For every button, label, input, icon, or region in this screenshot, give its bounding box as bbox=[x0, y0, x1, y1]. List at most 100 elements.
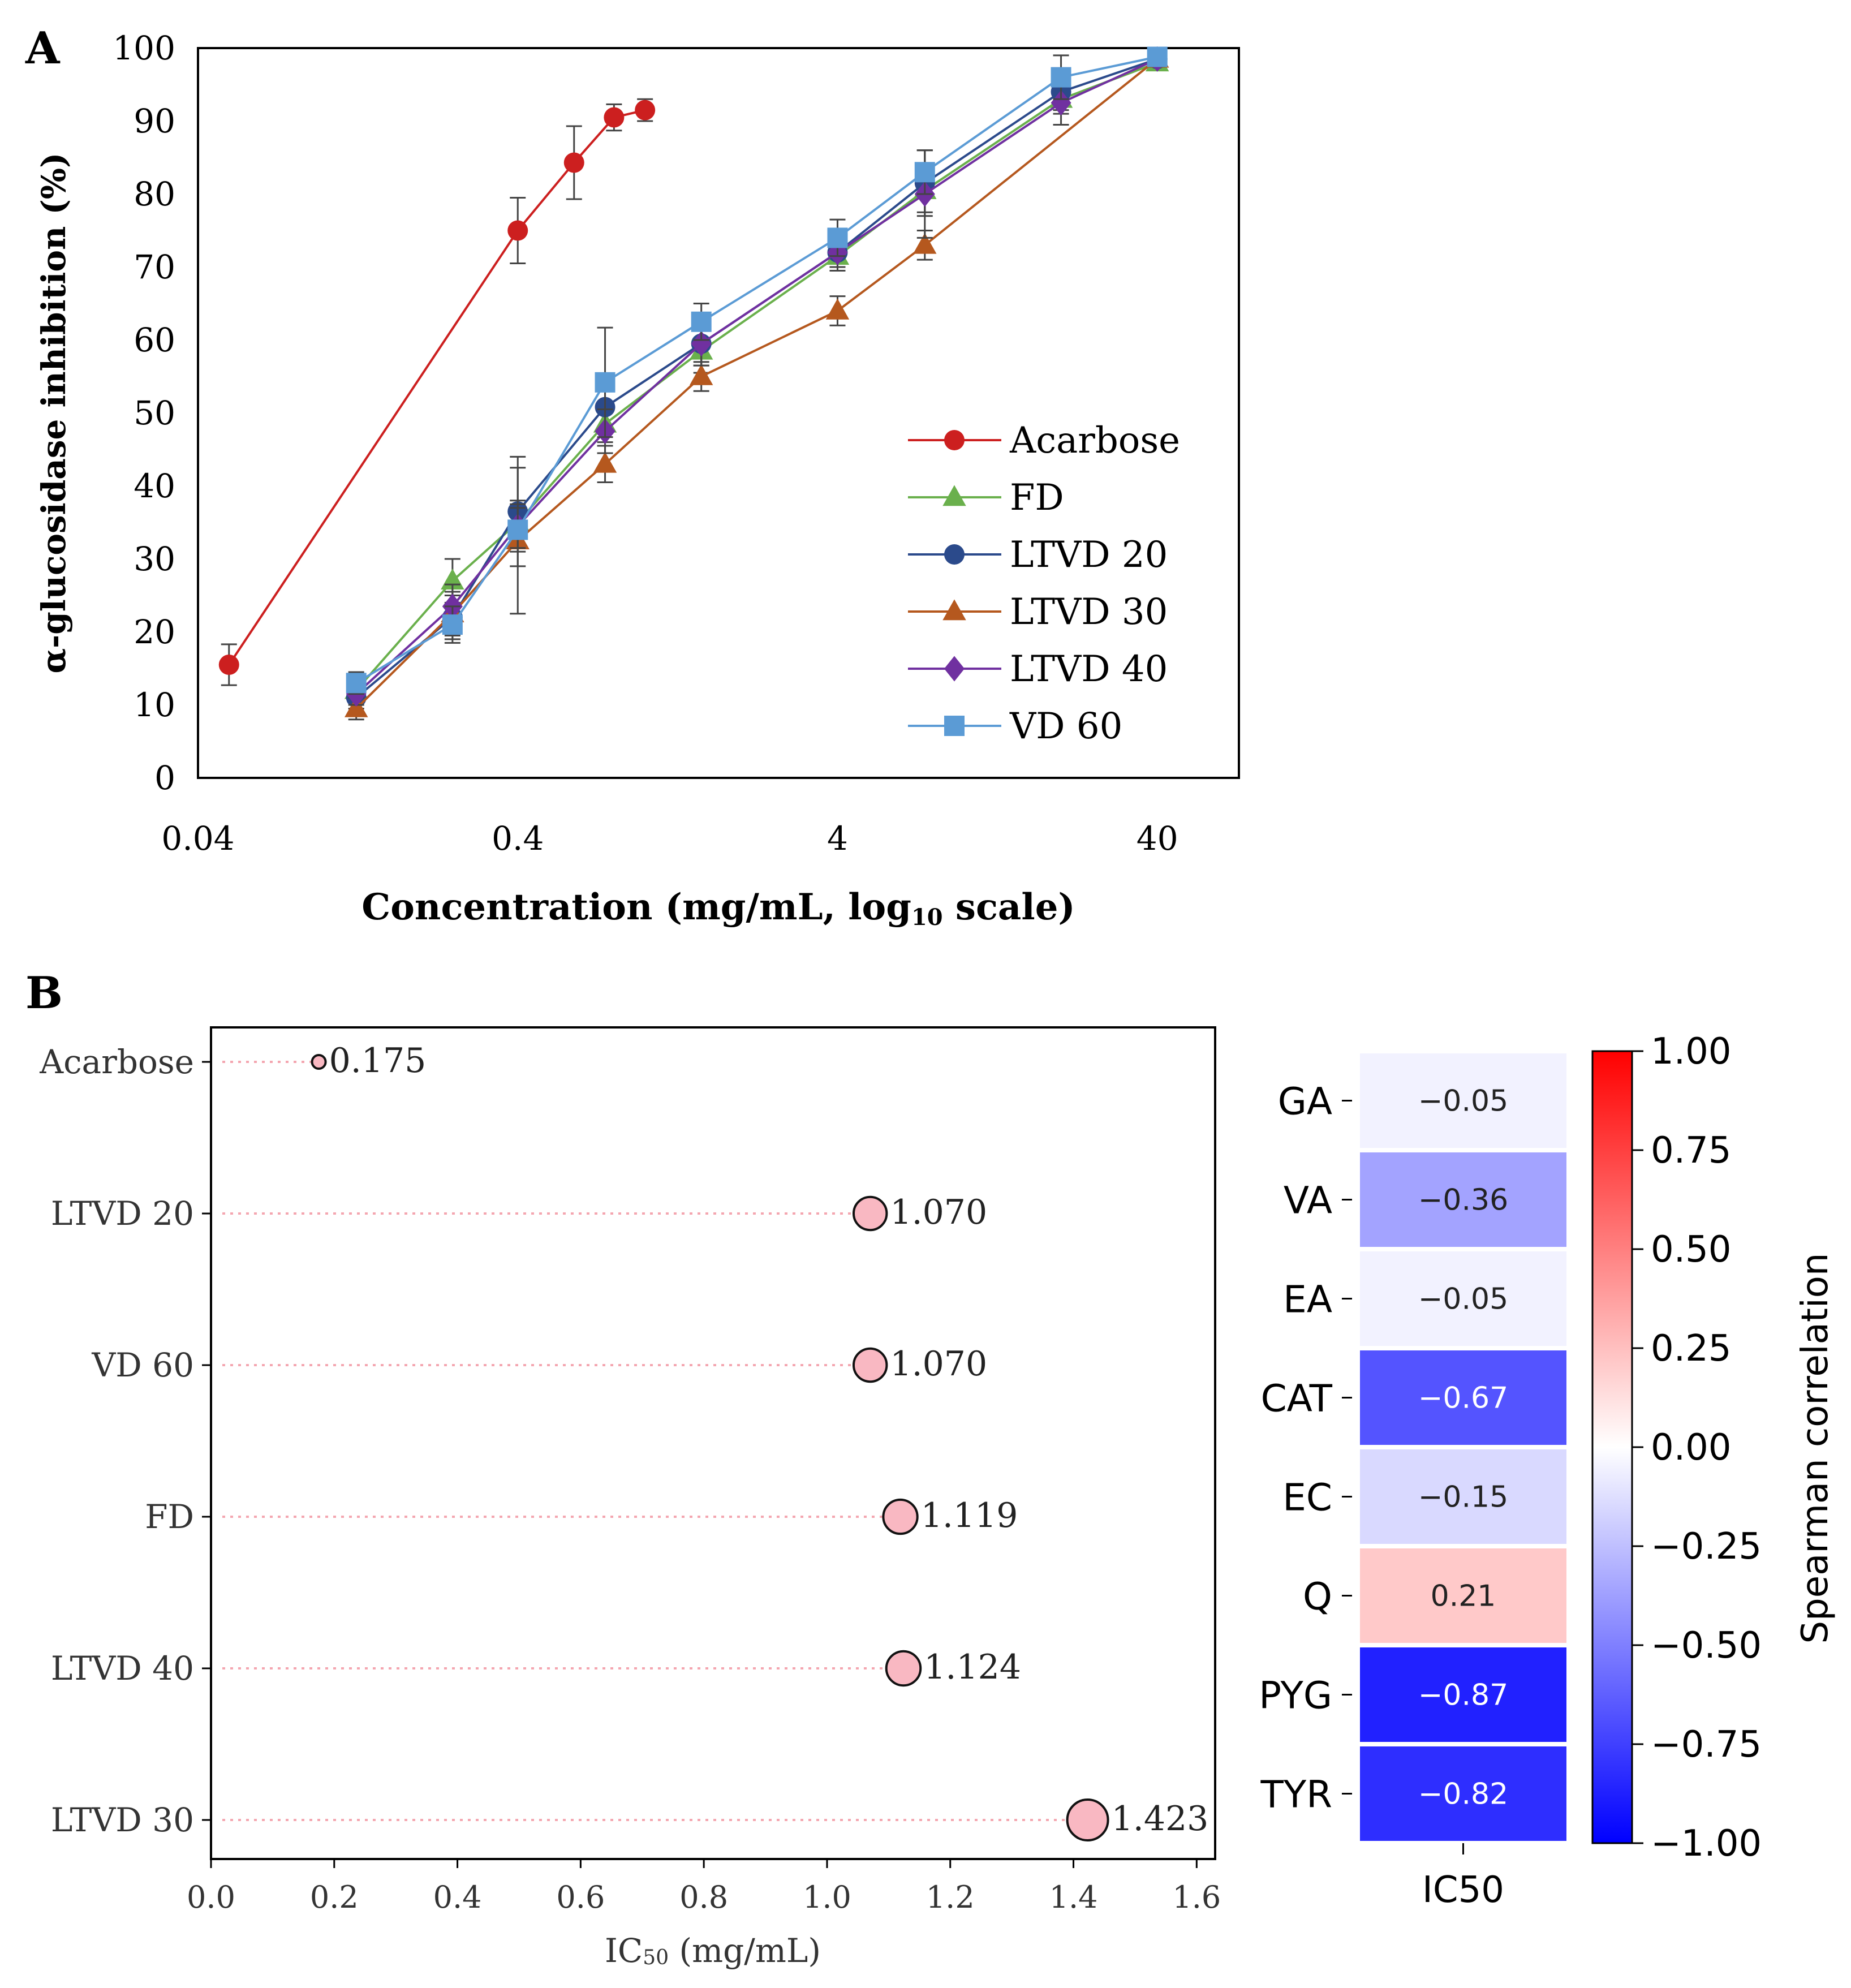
panel-b-x-axis-label-tail: (mg/mL) bbox=[669, 1931, 821, 1970]
heatmap-cells: −0.05 GA −0.36 VA −0.05 EA −0.67 CAT −0.15 EC 0.21… bbox=[1259, 1049, 1571, 1911]
heatmap-row-label-ec: EC bbox=[1282, 1476, 1332, 1520]
x-tick-label: 0.04 bbox=[161, 819, 234, 858]
legend-marker bbox=[942, 599, 966, 621]
legend-label-vd-60: VD 60 bbox=[1009, 705, 1122, 747]
ic50-value-label: 1.070 bbox=[890, 1344, 987, 1384]
data-point bbox=[442, 614, 463, 635]
y-tick-label-ltvd-20: LTVD 20 bbox=[51, 1194, 194, 1233]
panel-b-points: 0.175 1.070 1.070 1.119 1.124 1.423 bbox=[222, 1041, 1208, 1841]
panel-a-plot-frame bbox=[197, 47, 1240, 779]
data-point bbox=[218, 655, 239, 675]
legend-label-ltvd-20: LTVD 20 bbox=[1010, 534, 1168, 576]
colorbar-tick-label: 0.00 bbox=[1651, 1427, 1732, 1469]
series-line-acarbose bbox=[228, 109, 645, 666]
ic50-point-vd-60 bbox=[852, 1347, 888, 1383]
heatmap-row-label-ea: EA bbox=[1283, 1278, 1332, 1322]
heatmap-cell-ec bbox=[1355, 1445, 1571, 1548]
data-point bbox=[507, 519, 528, 540]
colorbar-tick-label: 0.50 bbox=[1651, 1229, 1732, 1271]
x-tick-label: 0.2 bbox=[310, 1879, 359, 1915]
panel-b-x-axis-label-sub: 50 bbox=[643, 1946, 669, 1969]
y-tick-label-ltvd-30: LTVD 30 bbox=[51, 1801, 194, 1839]
panel-a-series bbox=[218, 46, 1169, 721]
x-tick-label: 0.0 bbox=[187, 1879, 235, 1915]
heatmap-cell-value: −0.05 bbox=[1418, 1283, 1508, 1316]
data-point bbox=[595, 372, 615, 393]
panel-b-x-axis-label-main: IC bbox=[605, 1931, 643, 1970]
heatmap-cell-value: 0.21 bbox=[1431, 1580, 1496, 1613]
y-tick-label: 50 bbox=[134, 394, 175, 432]
colorbar-tick-label: −0.25 bbox=[1651, 1526, 1762, 1568]
data-point bbox=[827, 227, 848, 248]
y-tick-label-acarbose: Acarbose bbox=[39, 1043, 194, 1081]
heatmap-column-label: IC50 bbox=[1422, 1869, 1504, 1911]
data-point bbox=[690, 364, 713, 385]
colorbar-gradient bbox=[1591, 1050, 1633, 1844]
data-point bbox=[593, 451, 617, 473]
data-point bbox=[563, 152, 584, 173]
colorbar-tick-label: −0.50 bbox=[1651, 1625, 1762, 1667]
heatmap-colorbar: 1.00 0.75 0.50 0.25 0.00 −0.25 −0.50 −0.75 −1.00 bbox=[1591, 1031, 1762, 1865]
panel-b-label: B bbox=[25, 967, 63, 1019]
heatmap-cell-value: −0.67 bbox=[1418, 1382, 1508, 1415]
heatmap-cell-va bbox=[1355, 1148, 1571, 1251]
y-tick-label: 80 bbox=[134, 175, 175, 213]
panel-a-x-axis-label: Concentration (mg/mL, log10 scale) bbox=[361, 886, 1075, 931]
x-tick-label: 1.6 bbox=[1172, 1879, 1221, 1915]
ic50-value-label: 0.175 bbox=[329, 1041, 427, 1081]
ic50-point-fd bbox=[882, 1498, 919, 1535]
data-point bbox=[691, 330, 712, 356]
heatmap-cell-pyg bbox=[1355, 1643, 1571, 1746]
panel-b: B 0.0 0.2 0.4 0.6 0.8 1.0 1.2 1.4 1.6 Acarbose LTV… bbox=[25, 967, 1221, 1970]
data-point bbox=[604, 107, 625, 128]
panel-a-legend: Acarbose FD LTVD 20 LTVD 30 LTVD 40 VD 60 bbox=[908, 420, 1180, 747]
heatmap-cell-cat bbox=[1355, 1346, 1571, 1449]
heatmap-cell-value: −0.82 bbox=[1418, 1778, 1508, 1811]
series-acarbose bbox=[218, 98, 656, 686]
x-tick-label: 1.2 bbox=[926, 1879, 975, 1915]
heatmap-row-label-va: VA bbox=[1284, 1179, 1332, 1223]
y-tick-label: 20 bbox=[134, 613, 175, 651]
ic50-point-ltvd-30 bbox=[1066, 1798, 1109, 1841]
y-tick-label: 100 bbox=[113, 29, 175, 67]
ic50-point-ltvd-40 bbox=[885, 1650, 922, 1687]
ic50-value-label: 1.070 bbox=[890, 1193, 987, 1232]
legend-marker bbox=[944, 716, 965, 736]
data-point bbox=[635, 100, 656, 121]
panel-b-plot-frame bbox=[210, 1026, 1216, 1860]
ic50-value-label: 1.124 bbox=[924, 1647, 1021, 1687]
heatmap-cell-value: −0.36 bbox=[1418, 1184, 1508, 1217]
data-point bbox=[346, 673, 367, 694]
colorbar-tick-label: −1.00 bbox=[1651, 1823, 1762, 1865]
heatmap-cell-tyr bbox=[1355, 1742, 1571, 1845]
y-tick-label-ltvd-40: LTVD 40 bbox=[51, 1649, 194, 1688]
data-point bbox=[691, 311, 712, 332]
data-point bbox=[1051, 67, 1071, 88]
heatmap-cell-value: −0.05 bbox=[1418, 1085, 1508, 1118]
panel-a-y-axis-label: α-glucosidase inhibition (%) bbox=[35, 153, 73, 674]
legend-marker bbox=[944, 656, 965, 682]
data-point bbox=[1147, 46, 1168, 67]
colorbar-tick-label: 0.25 bbox=[1651, 1328, 1732, 1370]
ic50-point-acarbose bbox=[311, 1054, 327, 1070]
y-tick-label: 10 bbox=[134, 686, 175, 724]
y-tick-label-fd: FD bbox=[145, 1498, 194, 1536]
colorbar-label: Spearman correlation bbox=[1794, 1253, 1836, 1644]
legend-label-ltvd-30: LTVD 30 bbox=[1010, 591, 1168, 633]
data-point bbox=[825, 298, 850, 320]
data-point bbox=[345, 696, 368, 717]
legend-marker bbox=[944, 430, 965, 450]
x-tick-label: 0.4 bbox=[433, 1879, 482, 1915]
heatmap-row-label-pyg: PYG bbox=[1259, 1674, 1332, 1718]
y-tick-label: 30 bbox=[134, 540, 175, 578]
y-tick-label: 70 bbox=[134, 248, 175, 286]
colorbar-tick-label: 0.75 bbox=[1651, 1130, 1732, 1172]
panel-a-axes: 0 10 20 30 40 50 60 70 80 90 100 0.04 0.4 4 40 bbox=[113, 29, 1178, 858]
series-line-ltvd-30 bbox=[355, 58, 1158, 709]
colorbar-tick-label: −0.75 bbox=[1651, 1724, 1762, 1766]
heatmap-row-label-cat: CAT bbox=[1261, 1377, 1333, 1421]
panel-a: A 0 10 20 30 40 50 60 70 80 90 100 0.04 0.4 4 40 α-glu… bbox=[25, 23, 1240, 931]
x-tick-label: 0.8 bbox=[679, 1879, 728, 1915]
data-point bbox=[507, 220, 528, 241]
